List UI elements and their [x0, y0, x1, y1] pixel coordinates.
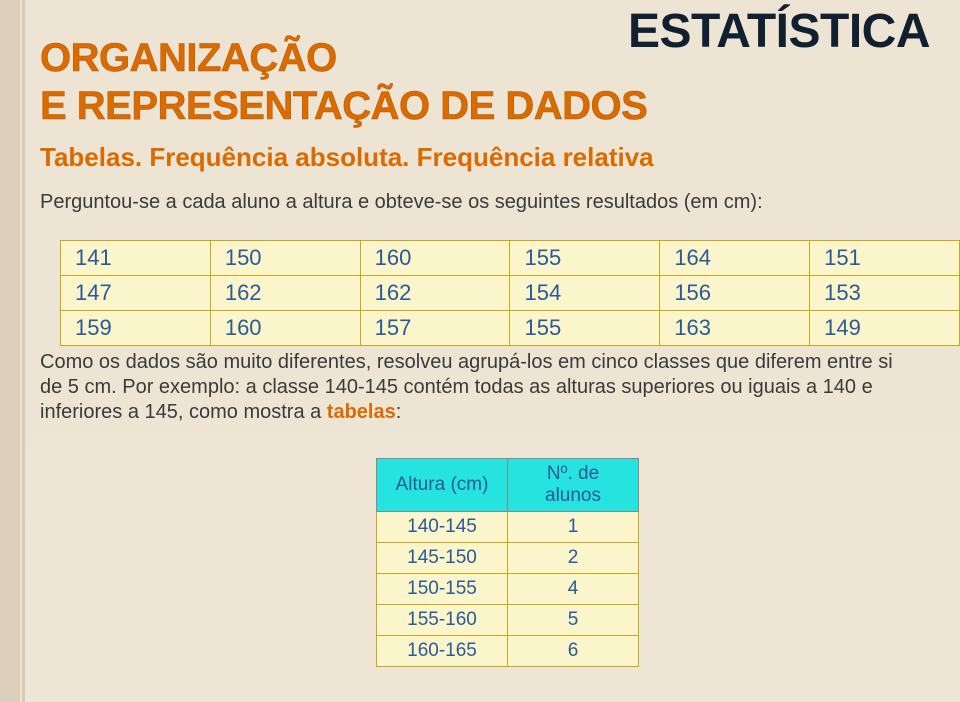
table-row: 140-1451 — [377, 512, 639, 543]
subtitle-line-1: ORGANIZAÇÃO — [40, 36, 337, 81]
table-cell: 153 — [810, 276, 960, 311]
table-row: 160-1656 — [377, 636, 639, 667]
raw-data-body: 1411501601551641511471621621541561531591… — [61, 241, 960, 346]
explanation-text-1: Como os dados são muito diferentes, reso… — [40, 351, 893, 423]
table-cell: 149 — [810, 311, 960, 346]
table-row: 155-1605 — [377, 605, 639, 636]
table-cell: 1 — [508, 512, 639, 543]
table-cell: 151 — [810, 241, 960, 276]
table-cell: 162 — [210, 276, 360, 311]
freq-header-altura: Altura (cm) — [377, 459, 508, 512]
table-cell: 5 — [508, 605, 639, 636]
table-row: 141150160155164151 — [61, 241, 960, 276]
frequency-table-header-row: Altura (cm) Nº. de alunos — [377, 459, 639, 512]
raw-data-table: 1411501601551641511471621621541561531591… — [60, 240, 960, 346]
table-cell: 147 — [61, 276, 211, 311]
table-cell: 160 — [360, 241, 510, 276]
table-cell: 2 — [508, 543, 639, 574]
page-title: ESTATÍSTICA — [628, 4, 930, 59]
table-cell: 156 — [660, 276, 810, 311]
table-cell: 140-145 — [377, 512, 508, 543]
table-cell: 164 — [660, 241, 810, 276]
table-cell: 155-160 — [377, 605, 508, 636]
section-label: Tabelas. Frequência absoluta. Frequência… — [40, 142, 654, 173]
highlight-word: tabelas — [327, 401, 396, 423]
table-cell: 155 — [510, 241, 660, 276]
table-row: 145-1502 — [377, 543, 639, 574]
table-cell: 155 — [510, 311, 660, 346]
explanation-text-2: : — [396, 401, 402, 423]
table-row: 159160157155163149 — [61, 311, 960, 346]
table-cell: 163 — [660, 311, 810, 346]
subtitle-line-2: E REPRESENTAÇÃO DE DADOS — [40, 84, 647, 129]
table-cell: 4 — [508, 574, 639, 605]
table-cell: 150 — [210, 241, 360, 276]
table-row: 147162162154156153 — [61, 276, 960, 311]
table-cell: 141 — [61, 241, 211, 276]
table-cell: 145-150 — [377, 543, 508, 574]
left-decor-strip — [0, 0, 20, 702]
intro-paragraph: Perguntou-se a cada aluno a altura e obt… — [40, 190, 930, 215]
table-cell: 160-165 — [377, 636, 508, 667]
table-row: 150-1554 — [377, 574, 639, 605]
freq-header-alunos: Nº. de alunos — [508, 459, 639, 512]
explanation-paragraph: Como os dados são muito diferentes, reso… — [40, 350, 920, 425]
slide: ESTATÍSTICA ORGANIZAÇÃO E REPRESENTAÇÃO … — [0, 0, 960, 702]
table-cell: 160 — [210, 311, 360, 346]
table-cell: 157 — [360, 311, 510, 346]
frequency-table-body: 140-1451145-1502150-1554155-1605160-1656 — [377, 512, 639, 667]
table-cell: 162 — [360, 276, 510, 311]
frequency-table: Altura (cm) Nº. de alunos 140-1451145-15… — [376, 458, 639, 667]
left-decor-strip-thin — [22, 0, 25, 702]
table-cell: 159 — [61, 311, 211, 346]
table-cell: 150-155 — [377, 574, 508, 605]
table-cell: 154 — [510, 276, 660, 311]
table-cell: 6 — [508, 636, 639, 667]
